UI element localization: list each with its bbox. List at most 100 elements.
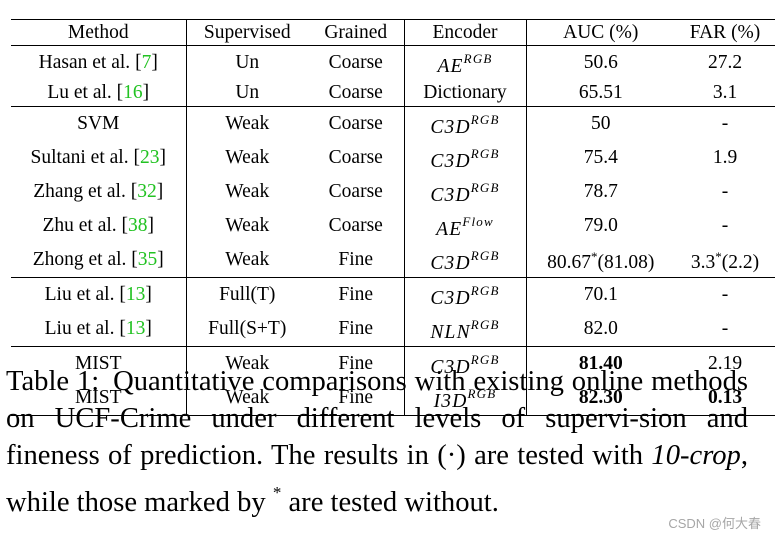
encoder-modality: RGB xyxy=(470,146,500,162)
auc-value: 50.6 xyxy=(583,52,618,73)
method-name: Sultani et al. xyxy=(30,147,129,169)
citation-link[interactable]: 7 xyxy=(141,52,152,73)
auc-value: 50 xyxy=(591,113,611,135)
far-cell: - xyxy=(675,312,775,347)
method-cell: MIST xyxy=(11,381,187,417)
auc-cell: 75.4 xyxy=(526,141,675,175)
encoder-name: AE xyxy=(436,219,463,241)
far-value: 1.9 xyxy=(712,147,738,169)
far-star-marker: * xyxy=(715,249,722,265)
caption-paren-dot: (·) xyxy=(437,440,466,471)
caption-text-1: Quantitative comparisons with existing o… xyxy=(6,366,749,471)
auc-extra-value: (81.08) xyxy=(597,252,655,274)
method-cell: SVM xyxy=(11,106,187,142)
encoder-modality: RGB xyxy=(467,386,497,402)
far-cell: - xyxy=(675,277,775,313)
comparison-table: Method Supervised Grained Encoder AUC (%… xyxy=(11,19,775,417)
far-value: - xyxy=(721,181,729,203)
auc-value: 78.7 xyxy=(583,181,618,203)
far-cell: 1.9 xyxy=(675,141,775,175)
grained-cell: Coarse xyxy=(308,80,405,107)
auc-value: 75.4 xyxy=(583,147,618,169)
citation-link[interactable]: 23 xyxy=(139,147,160,169)
citation-link[interactable]: 13 xyxy=(125,284,146,306)
table-body: Hasan et al. [7] Un Coarse AERGB 50.6 27.2 Lu … xyxy=(11,45,775,417)
grained-cell: Fine xyxy=(308,346,405,382)
far-cell: 0.13 xyxy=(675,381,775,417)
header-encoder: Encoder xyxy=(404,19,527,46)
header-grained: Grained xyxy=(308,19,405,46)
far-value: 27.2 xyxy=(707,52,743,73)
method-cell: Sultani et al. [23] xyxy=(11,141,187,176)
encoder-cell: I3DRGB xyxy=(404,381,527,417)
far-cell: - xyxy=(675,106,775,142)
citation-link[interactable]: 13 xyxy=(125,318,146,340)
header-auc: AUC (%) xyxy=(563,22,639,43)
encoder-name: C3D xyxy=(430,253,471,275)
method-name: Liu et al. xyxy=(44,318,115,340)
header-method: Method xyxy=(11,19,187,46)
encoder-cell: NLNRGB xyxy=(404,312,527,347)
auc-cell: 50.6 xyxy=(526,46,675,81)
supervised-cell: Weak xyxy=(186,346,308,382)
encoder-cell: AEFlow xyxy=(404,209,527,244)
auc-value: 70.1 xyxy=(583,284,618,306)
method-cell: Liu et al. [13] xyxy=(11,312,187,347)
table-row: MIST Weak Fine I3DRGB 82.30 0.13 xyxy=(11,381,775,417)
encoder-name: NLN xyxy=(430,322,471,344)
citation-link[interactable]: 16 xyxy=(123,82,143,104)
auc-cell: 65.51 xyxy=(526,80,675,107)
caption-label: Table 1: xyxy=(6,366,100,397)
supervised-cell: Weak xyxy=(186,381,308,417)
grained-cell: Fine xyxy=(308,277,405,313)
auc-value: 65.51 xyxy=(578,82,623,104)
auc-cell: 79.0 xyxy=(526,209,675,243)
encoder-name: C3D xyxy=(430,185,471,207)
far-value: 3.3 xyxy=(690,252,716,274)
far-cell: 2.19 xyxy=(675,346,775,382)
table-row: Zhang et al. [32] Weak Coarse C3DRGB 78.7- xyxy=(11,175,775,210)
encoder-modality: Flow xyxy=(462,214,494,230)
far-cell: 3.1 xyxy=(675,80,775,107)
encoder-modality: RGB xyxy=(470,352,500,368)
auc-value: 80.67 xyxy=(547,252,591,274)
method-name: Zhang et al. xyxy=(33,181,126,203)
watermark: CSDN @何大春 xyxy=(668,516,761,531)
encoder-modality: RGB xyxy=(470,248,500,264)
auc-value: 82.0 xyxy=(583,318,618,340)
auc-cell: 82.30 xyxy=(526,381,675,417)
table-row: Zhu et al. [38] Weak Coarse AEFlow 79.0- xyxy=(11,209,775,244)
supervised-cell: Un xyxy=(235,82,260,104)
citation-link[interactable]: 38 xyxy=(128,215,148,237)
encoder-name: AE xyxy=(437,56,464,77)
far-value: - xyxy=(721,113,729,135)
method-name: MIST xyxy=(74,353,122,375)
citation-link[interactable]: 32 xyxy=(137,181,157,203)
auc-value: 81.40 xyxy=(578,353,623,375)
far-cell: - xyxy=(675,175,775,209)
citation-link[interactable]: 35 xyxy=(137,249,158,271)
method-name: Liu et al. xyxy=(44,284,115,306)
encoder-modality: RGB xyxy=(470,180,500,196)
table-row: SVM Weak Coarse C3DRGB 50- xyxy=(11,106,775,142)
auc-cell: 82.0 xyxy=(526,312,675,347)
auc-cell: 81.40 xyxy=(526,346,675,382)
auc-star-marker: * xyxy=(591,249,598,265)
supervised-cell: Full(T) xyxy=(186,277,308,313)
supervised-cell: Weak xyxy=(225,215,270,237)
far-extra-value: (2.2) xyxy=(721,252,760,274)
supervised-cell: Un xyxy=(235,52,260,73)
grained-cell: Coarse xyxy=(308,175,405,210)
far-value: 0.13 xyxy=(707,387,743,409)
far-value: - xyxy=(721,215,729,237)
auc-cell: 70.1 xyxy=(526,277,675,313)
encoder-cell: AERGB xyxy=(404,45,527,80)
encoder-modality: RGB xyxy=(463,51,493,66)
far-value: 2.19 xyxy=(707,353,743,375)
far-cell: - xyxy=(675,209,775,243)
method-name: SVM xyxy=(77,113,120,135)
encoder-cell: C3DRGB xyxy=(404,106,527,142)
caption-text-4: are tested without. xyxy=(288,487,499,518)
supervised-cell: Weak xyxy=(186,106,308,142)
caption-emphasis: 10-crop xyxy=(651,440,741,471)
